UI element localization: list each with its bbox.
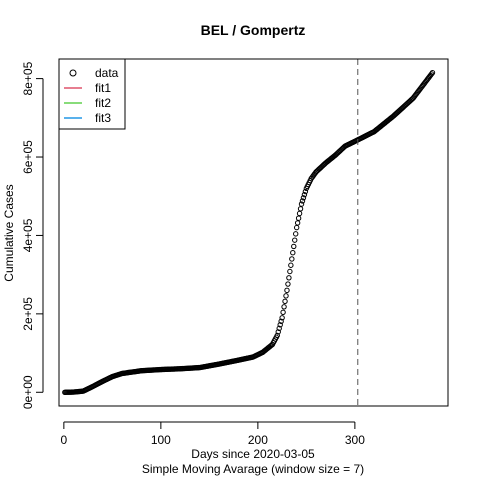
data-point: [280, 309, 286, 315]
legend-label: fit2: [95, 96, 111, 110]
y-tick-label: 4e+05: [21, 218, 35, 252]
chart-title: BEL / Gompertz: [201, 22, 306, 38]
y-axis-label: Cumulative Cases: [2, 184, 16, 281]
x-axis-sublabel: Simple Moving Avarage (window size = 7): [142, 462, 364, 476]
data-point: [428, 71, 435, 77]
data-point: [295, 215, 302, 221]
data-point: [279, 315, 285, 321]
y-tick-label: 6e+05: [21, 140, 35, 174]
data-point: [297, 206, 304, 212]
data-point: [288, 262, 294, 268]
data-point: [291, 243, 297, 250]
legend-label: fit1: [95, 81, 111, 95]
data-point: [276, 325, 282, 332]
x-tick-label: 100: [151, 433, 171, 447]
data-point: [301, 191, 308, 198]
data-point: [277, 322, 283, 328]
x-tick-label: 300: [345, 433, 365, 447]
data-point: [282, 298, 288, 305]
data-point: [293, 231, 299, 237]
x-tick-label: 200: [248, 433, 268, 447]
data-point: [274, 332, 280, 339]
data-point: [286, 275, 292, 281]
data-point: [429, 70, 436, 76]
plot-frame: [58, 58, 449, 407]
data-point: [284, 287, 290, 294]
data-point: [278, 318, 284, 325]
data-point: [275, 329, 281, 335]
data-point: [302, 188, 309, 195]
data-point: [299, 198, 306, 204]
y-tick-label: 8e+05: [21, 61, 35, 95]
data-point: [283, 293, 289, 299]
legend-label: data: [95, 66, 119, 80]
data-point: [293, 224, 300, 231]
y-tick-label: 0e+00: [21, 375, 35, 409]
data-point: [294, 220, 301, 226]
data-series: [62, 70, 436, 395]
legend-label: fit3: [95, 111, 111, 125]
data-point: [300, 195, 307, 201]
data-point: [285, 281, 291, 287]
x-tick-label: 0: [61, 433, 68, 447]
x-axis-label: Days since 2020-03-05: [191, 447, 315, 461]
data-point: [289, 256, 295, 262]
data-point: [292, 237, 298, 243]
x-axis: 0 100 200 300: [61, 421, 365, 447]
y-axis: 0e+00 2e+05 4e+05 6e+05 8e+05: [21, 61, 44, 409]
data-point: [296, 210, 303, 217]
data-point: [290, 249, 296, 256]
data-point: [298, 201, 305, 207]
legend-marker: [69, 69, 77, 77]
data-point: [287, 268, 293, 275]
y-tick-label: 2e+05: [21, 297, 35, 331]
data-point: [281, 304, 287, 310]
